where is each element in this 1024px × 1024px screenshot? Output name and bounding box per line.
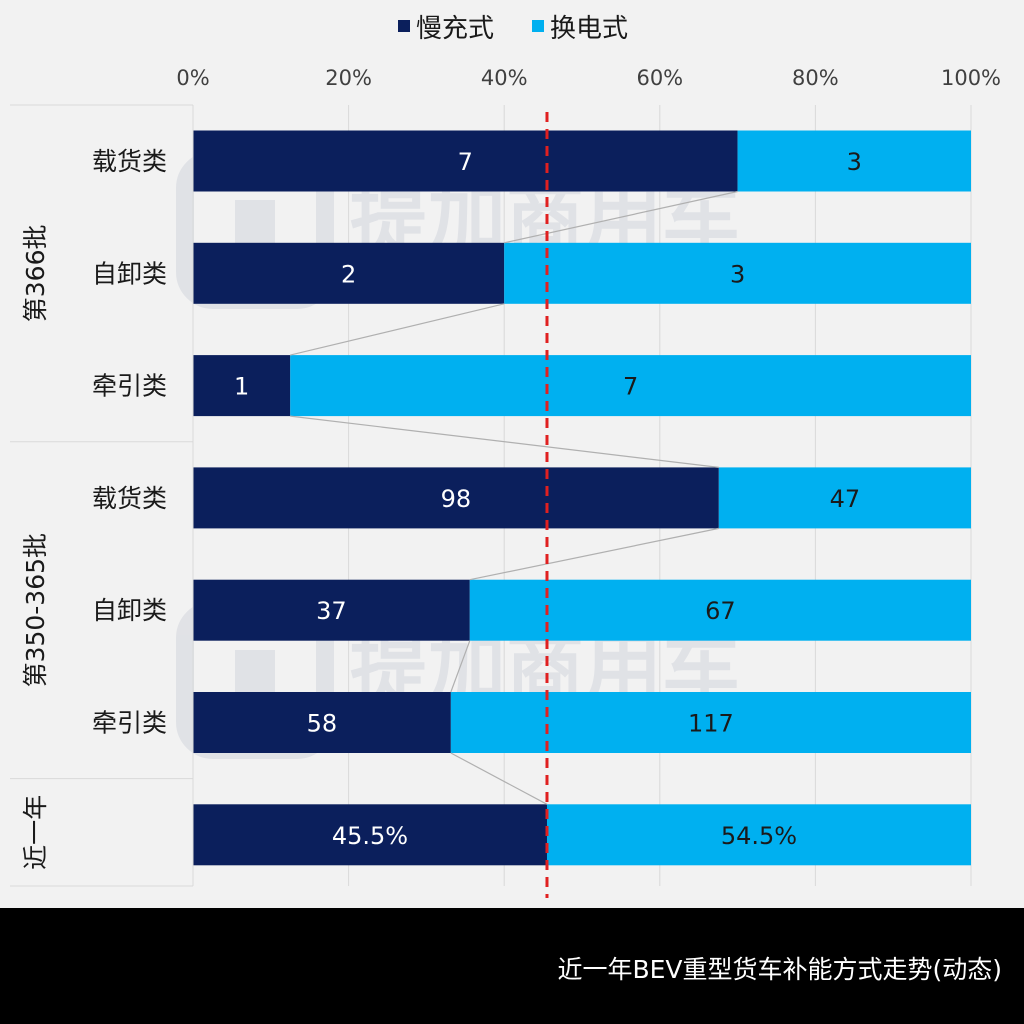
bar-battery-swap [450,692,971,753]
connector-line [450,640,471,693]
bar-slow-charge [193,130,738,192]
bar-slow-charge [193,579,470,641]
group-label: 第366批 [21,225,50,323]
bar-slow-charge [193,242,505,304]
row-category-label: 自卸类 [92,259,167,288]
data-label-swap: 54.5% [721,822,797,850]
x-tick-label: 100% [941,66,1001,90]
data-label-swap: 117 [688,710,734,738]
data-label-swap: 3 [847,148,862,176]
bar-battery-swap [504,242,971,304]
data-label-slow: 45.5% [332,822,408,850]
row-category-label: 载货类 [92,484,167,513]
row-category-label: 牵引类 [92,709,167,738]
row-category-label: 牵引类 [92,372,167,401]
bar-slow-charge [193,692,451,753]
footer-bar: 近一年BEV重型货车补能方式走势(动态) [0,908,1024,1024]
footer-title: 近一年BEV重型货车补能方式走势(动态) [557,955,1002,984]
bar-battery-swap [290,355,971,417]
data-label-slow: 7 [458,148,473,176]
row-category-label: 自卸类 [92,596,167,625]
data-label-swap: 7 [623,373,638,401]
x-tick-label: 20% [325,66,372,90]
data-label-slow: 37 [316,597,347,625]
data-label-slow: 1 [234,373,249,401]
data-label-swap: 67 [705,597,736,625]
x-tick-label: 60% [636,66,683,90]
bar-slow-charge [193,467,719,529]
x-tick-label: 0% [176,66,209,90]
legend-swatch-1 [532,20,544,32]
legend-label-0: 慢充式 [416,14,494,44]
bar-slow-charge [193,355,291,417]
data-label-swap: 47 [830,485,861,513]
bar-battery-swap [718,467,971,529]
connector-line [290,415,719,468]
bar-battery-swap [737,130,971,192]
row-category-label: 载货类 [92,147,167,176]
bar-chart: 提加商用车TruckPlus Commercials提加商用车TruckPlus… [10,14,1001,898]
x-tick-label: 40% [481,66,528,90]
group-label: 第350-365批 [21,533,50,687]
x-tick-label: 80% [792,66,839,90]
connector-line [290,303,505,356]
connector-line [469,527,719,581]
legend-swatch-0 [398,20,410,32]
group-label: 近一年 [21,795,50,870]
bar-slow-charge [193,804,547,866]
data-label-swap: 3 [730,260,745,288]
bar-battery-swap [546,804,971,866]
data-label-slow: 2 [341,260,356,288]
bar-battery-swap [469,579,971,641]
legend-label-1: 换电式 [550,14,628,44]
connector-line [450,752,548,805]
connector-line [504,190,738,244]
data-label-slow: 98 [441,485,472,513]
data-label-slow: 58 [307,710,338,738]
